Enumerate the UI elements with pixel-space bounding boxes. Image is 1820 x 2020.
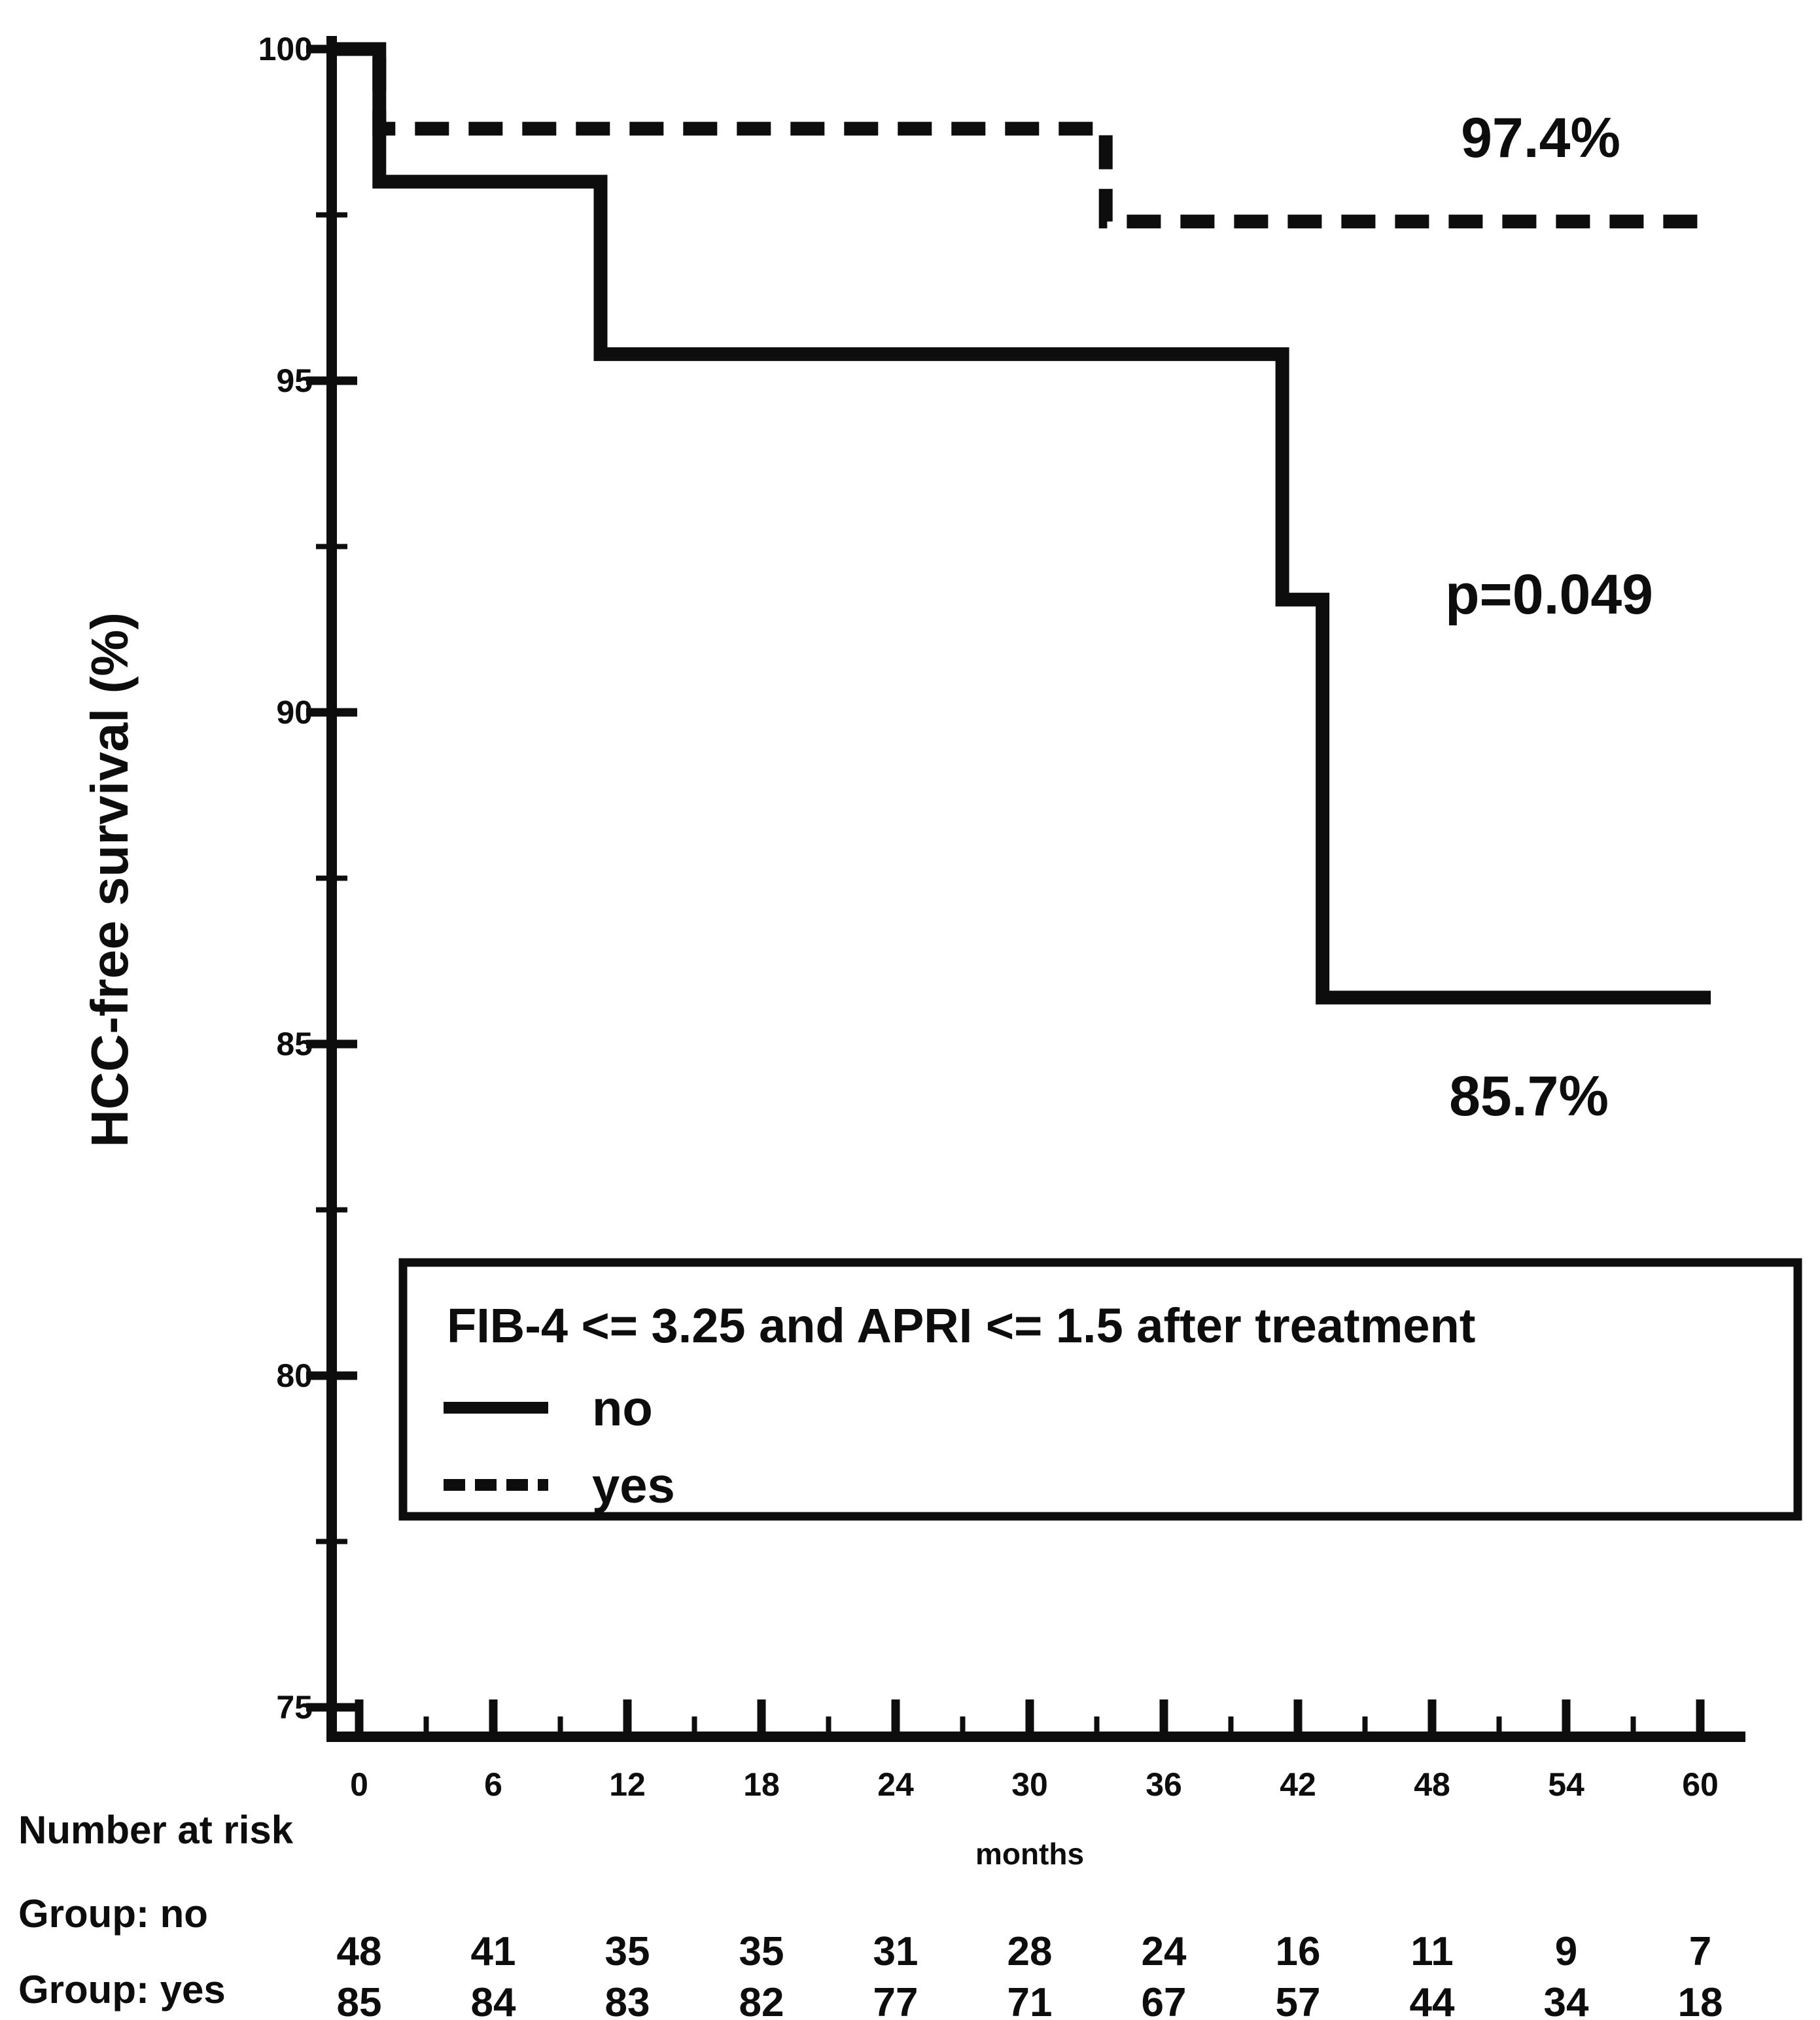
x-tick-labels: 0 6 12 18 24 30 36 42 48 54 60 (350, 1766, 1719, 1803)
km-curve-no (334, 42, 1711, 1005)
risk-count: 11 (1410, 1929, 1454, 1974)
risk-count: 83 (605, 1980, 650, 2020)
risk-count: 24 (1142, 1929, 1187, 1974)
y-tick-labels: 100 95 90 85 80 75 (258, 31, 313, 1726)
y-tick-label: 85 (276, 1026, 313, 1062)
legend-label-yes: yes (592, 1458, 675, 1514)
risk-count: 9 (1555, 1929, 1577, 1974)
risk-count: 34 (1544, 1980, 1589, 2020)
x-tick-label: 60 (1682, 1766, 1719, 1803)
risk-count: 35 (739, 1929, 784, 1974)
annotation-no-survival: 85.7% (1449, 1065, 1609, 1128)
risk-count: 28 (1007, 1929, 1053, 1974)
y-axis-title: HCC-free survival (%) (80, 612, 139, 1147)
x-tick-label: 0 (350, 1766, 368, 1803)
legend-title: FIB-4 <= 3.25 and APRI <= 1.5 after trea… (447, 1298, 1475, 1353)
legend: FIB-4 <= 3.25 and APRI <= 1.5 after trea… (398, 1258, 1802, 1521)
risk-count: 82 (739, 1980, 784, 2020)
y-tick-label: 80 (276, 1357, 313, 1394)
risk-count: 44 (1410, 1980, 1455, 2020)
risk-count: 48 (337, 1929, 382, 1974)
x-tick-label: 42 (1280, 1766, 1316, 1803)
risk-table-rows: 48 41 35 35 31 28 24 16 11 9 7 85 84 83 82 77 71 67 57 44 34… (337, 1929, 1723, 2020)
risk-count: 85 (337, 1980, 382, 2020)
risk-count: 67 (1142, 1980, 1187, 2020)
risk-count: 18 (1678, 1980, 1723, 2020)
risk-count: 71 (1007, 1980, 1053, 2020)
x-tick-label: 24 (877, 1766, 914, 1803)
risk-count: 41 (471, 1929, 516, 1974)
y-tick-label: 95 (276, 362, 313, 399)
risk-count: 35 (605, 1929, 650, 1974)
x-axis-title: months (975, 1837, 1084, 1871)
y-tick-label: 75 (276, 1689, 313, 1726)
legend-box (398, 1258, 1802, 1521)
annotation-yes-survival: 97.4% (1461, 107, 1620, 169)
x-tick-label: 6 (484, 1766, 502, 1803)
x-tick-label: 30 (1011, 1766, 1048, 1803)
x-tick-label: 12 (609, 1766, 646, 1803)
risk-count: 7 (1689, 1929, 1711, 1974)
y-tick-label: 90 (276, 694, 313, 731)
x-tick-label: 54 (1548, 1766, 1584, 1803)
x-tick-label: 48 (1414, 1766, 1450, 1803)
y-tick-label: 100 (258, 31, 313, 67)
x-tick-label: 18 (743, 1766, 780, 1803)
risk-group-yes-label: Group: yes (18, 1968, 226, 2011)
risk-group-no-label: Group: no (18, 1892, 208, 1936)
risk-count: 31 (873, 1929, 919, 1974)
risk-count: 84 (471, 1980, 516, 2020)
risk-count: 57 (1276, 1980, 1321, 2020)
risk-table-header: Number at risk (18, 1808, 294, 1852)
annotation-p-value: p=0.049 (1445, 563, 1653, 626)
legend-label-no: no (592, 1381, 653, 1437)
risk-count: 77 (873, 1980, 919, 2020)
risk-count: 16 (1276, 1929, 1321, 1974)
x-tick-label: 36 (1146, 1766, 1182, 1803)
